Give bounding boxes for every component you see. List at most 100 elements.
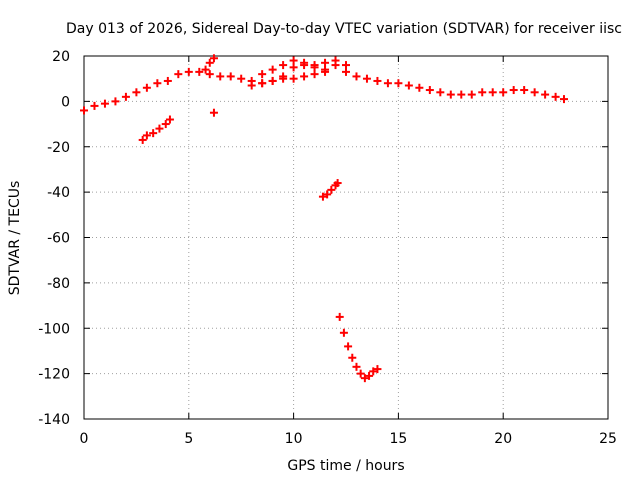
y-tick-label: 20 <box>52 49 70 65</box>
data-point <box>90 101 99 110</box>
data-point <box>342 61 350 70</box>
y-axis-label: SDTVAR / TECUs <box>7 181 23 296</box>
data-point <box>318 192 327 201</box>
data-point <box>216 72 225 81</box>
x-tick-label: 20 <box>494 431 512 447</box>
y-tick-label: -60 <box>47 231 70 247</box>
x-axis-label: GPS time / hours <box>287 458 404 474</box>
data-point <box>184 67 193 76</box>
data-point <box>163 76 172 85</box>
data-point <box>161 120 170 129</box>
data-point <box>80 106 88 115</box>
series-lower-band <box>247 67 330 90</box>
data-point <box>344 342 353 351</box>
data-point <box>436 88 445 97</box>
data-point <box>520 86 529 95</box>
data-point <box>201 65 210 74</box>
x-tick-label: 15 <box>389 431 407 447</box>
y-tick-label: -20 <box>47 140 70 156</box>
data-point <box>321 58 330 67</box>
data-point <box>415 83 424 92</box>
data-point <box>321 67 330 76</box>
data-point <box>300 58 309 67</box>
data-point <box>530 88 539 97</box>
data-point <box>365 371 374 380</box>
y-tick-label: -140 <box>38 412 70 428</box>
gridlines <box>84 56 608 419</box>
y-tick-label: 0 <box>61 94 70 110</box>
data-point <box>541 90 550 99</box>
data-point <box>165 115 174 124</box>
data-point <box>457 90 466 99</box>
data-point <box>425 86 434 95</box>
data-point <box>279 61 288 70</box>
data-point <box>205 58 214 67</box>
y-tick-label: -40 <box>47 185 70 201</box>
data-point <box>404 81 413 90</box>
data-point <box>446 90 455 99</box>
data-point <box>335 312 344 321</box>
series-mid-dip <box>318 179 342 201</box>
data-point <box>327 185 336 194</box>
data-point <box>342 67 350 76</box>
data-point <box>155 124 164 133</box>
data-point <box>348 353 357 362</box>
data-point <box>499 88 508 97</box>
data-point <box>331 56 340 65</box>
y-tick-labels: 20 0 -20 -40 -60 -80 -100 -120 -140 <box>38 49 70 428</box>
data-point <box>310 70 319 79</box>
data-point <box>209 108 218 117</box>
data-point <box>383 79 392 88</box>
data-point <box>111 97 120 106</box>
data-point <box>258 79 267 88</box>
data-point <box>226 72 235 81</box>
data-point <box>356 369 365 378</box>
data-point <box>360 374 369 383</box>
data-point <box>174 70 183 79</box>
data-points <box>80 54 568 383</box>
data-point <box>488 88 497 97</box>
data-point <box>352 362 361 371</box>
chart-title: Day 013 of 2026, Sidereal Day-to-day VTE… <box>66 21 622 37</box>
data-point <box>289 63 298 72</box>
x-tick-label: 10 <box>285 431 303 447</box>
data-point <box>300 72 309 81</box>
data-point <box>289 56 298 65</box>
data-point <box>142 83 151 92</box>
data-point <box>289 74 298 83</box>
series-deep-dip <box>335 312 382 383</box>
data-point <box>268 65 277 74</box>
plot-frame <box>83 55 609 420</box>
y-tick-label: -100 <box>38 321 70 337</box>
x-tick-label: 25 <box>599 431 617 447</box>
series-single-point <box>209 108 218 117</box>
x-tick-label: 5 <box>184 431 193 447</box>
x-tick-label: 0 <box>80 431 89 447</box>
data-point <box>352 72 361 81</box>
data-point <box>373 365 382 374</box>
data-point <box>467 90 476 99</box>
data-point <box>268 76 277 85</box>
data-point <box>247 81 256 90</box>
data-point <box>132 88 141 97</box>
data-point <box>339 328 348 337</box>
data-point <box>362 74 371 83</box>
series-main <box>80 61 568 115</box>
data-point <box>394 79 403 88</box>
data-point <box>373 76 382 85</box>
data-point <box>478 88 487 97</box>
data-point <box>369 367 378 376</box>
series-early-dip <box>138 115 174 144</box>
data-point <box>509 86 518 95</box>
series-upper-arc <box>258 56 350 79</box>
data-point <box>149 129 158 138</box>
series-spike-6h <box>201 54 218 74</box>
data-point <box>258 70 267 79</box>
data-point <box>551 92 560 101</box>
data-point <box>310 61 319 70</box>
data-point <box>279 74 288 83</box>
data-point <box>323 190 332 199</box>
x-tick-labels: 0 5 10 15 20 25 <box>80 431 617 447</box>
data-point <box>153 79 162 88</box>
